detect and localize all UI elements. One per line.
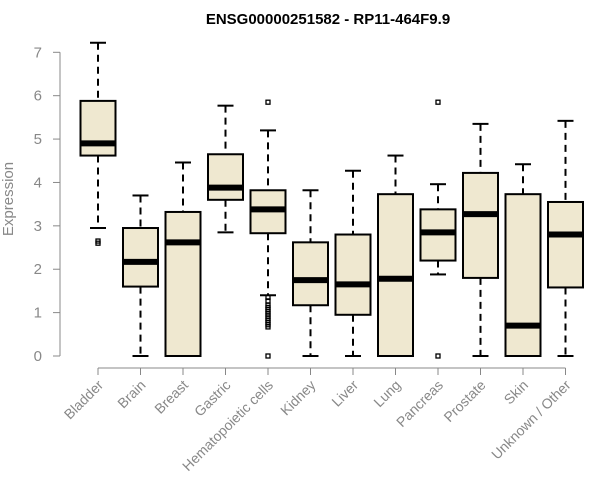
outlier-point [265, 99, 271, 105]
x-tick-label: Prostate [440, 377, 488, 425]
box-series [79, 41, 584, 359]
box-iqr [547, 200, 584, 289]
outlier-point [95, 238, 101, 244]
x-tick-label: Pancreas [393, 377, 446, 430]
box-prostate [462, 122, 499, 357]
box-unknown-other [547, 119, 584, 357]
x-tick-label: Bladder [61, 377, 107, 423]
box-gastric [207, 104, 244, 234]
x-tick-label: Liver [328, 377, 361, 410]
y-tick-label: 5 [34, 131, 42, 148]
box-iqr [79, 99, 117, 157]
box-pancreas [419, 99, 457, 359]
outlier-point [265, 294, 271, 301]
box-iqr [462, 171, 499, 279]
box-iqr [292, 241, 329, 307]
y-tick-label: 7 [34, 44, 42, 61]
box-liver [334, 169, 372, 357]
box-skin [504, 163, 542, 357]
y-axis-label: Expression [0, 162, 17, 236]
x-tick-label: Brain [114, 377, 148, 411]
box-bladder [79, 41, 117, 246]
y-tick-label: 2 [34, 261, 42, 278]
y-tick-label: 4 [34, 174, 42, 191]
box-iqr [504, 193, 542, 357]
box-kidney [292, 189, 329, 357]
outlier-point [435, 353, 441, 359]
box-hematopoietic-cells [249, 99, 287, 359]
x-tick-label: Skin [501, 377, 532, 408]
x-tick-label: Unknown / Other [488, 377, 574, 463]
box-iqr [122, 227, 159, 288]
box-lung [377, 154, 414, 357]
x-tick-label: Kidney [277, 377, 319, 419]
y-tick-label: 0 [34, 348, 42, 365]
box-iqr [377, 193, 414, 357]
box-iqr [334, 233, 372, 316]
box-brain [122, 194, 159, 357]
x-tick-label: Breast [151, 377, 191, 417]
y-axis: 0 1 2 3 4 5 6 7 [34, 44, 61, 365]
chart-title: ENSG00000251582 - RP11-464F9.9 [206, 11, 450, 28]
box-iqr [164, 210, 202, 357]
y-tick-label: 1 [34, 305, 42, 322]
outlier-point [265, 353, 271, 359]
box-iqr [207, 153, 244, 201]
y-tick-label: 3 [34, 218, 42, 235]
x-tick-label: Lung [370, 377, 403, 410]
outlier-point [435, 99, 441, 105]
y-tick-label: 6 [34, 88, 42, 105]
box-breast [164, 161, 202, 357]
